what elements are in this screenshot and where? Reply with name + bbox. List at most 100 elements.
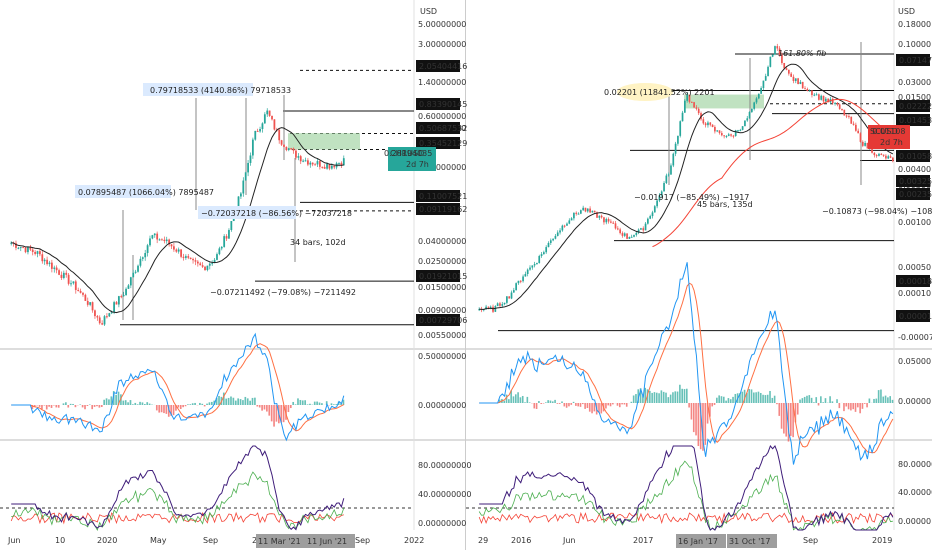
green-zone — [684, 94, 764, 109]
candle-body — [254, 130, 257, 140]
macd-histogram-bar — [660, 390, 663, 403]
macd-histogram-bar — [877, 390, 880, 403]
annotation-sc-loss-1: −0.01917 (−85.49%) −1917 — [634, 193, 749, 202]
green-zone — [288, 133, 360, 150]
candle-body — [651, 212, 654, 217]
macd-histogram-bar — [683, 389, 686, 403]
macd-histogram-bar — [572, 401, 575, 403]
candle-body — [225, 236, 228, 239]
candle-body — [720, 133, 723, 136]
macd-histogram-bar — [704, 403, 707, 445]
y-axis-tick-label: 5.00000000 — [418, 20, 466, 29]
candle-body — [70, 283, 72, 285]
candle-body — [737, 130, 739, 132]
candle-body — [804, 88, 806, 90]
candle-body — [517, 280, 520, 284]
candle-body — [649, 216, 652, 219]
macd-histogram-bar — [884, 395, 887, 403]
macd-histogram-bar — [586, 403, 589, 408]
macd-histogram-bar — [79, 404, 82, 405]
candle-body — [709, 122, 712, 125]
level-label-bg — [416, 270, 460, 282]
macd-histogram-bar — [273, 405, 275, 427]
macd-histogram-bar — [783, 403, 785, 434]
x-axis-tick-label: 2019 — [872, 536, 892, 545]
macd-histogram-bar — [330, 403, 333, 405]
macd-histogram-bar — [716, 397, 718, 403]
macd-histogram-bar — [155, 405, 158, 411]
candle-body — [187, 256, 190, 258]
candle-body — [695, 107, 698, 109]
macd-histogram-bar — [179, 405, 182, 410]
macd-histogram-bar — [514, 394, 517, 403]
macd-histogram-bar — [268, 405, 271, 416]
candle-body — [89, 302, 92, 305]
candle-body — [831, 98, 834, 104]
candle-body — [223, 236, 226, 247]
macd-histogram-bar — [713, 403, 716, 405]
candle-body — [58, 270, 60, 275]
macd-histogram-bar — [165, 405, 168, 414]
macd-histogram-bar — [301, 400, 304, 405]
candle-body — [82, 292, 84, 295]
candle-body — [84, 294, 87, 301]
rsi-axis-tick-label: 80.00000000 — [418, 461, 471, 470]
macd-histogram-bar — [98, 405, 101, 408]
macd-histogram-bar — [776, 403, 778, 405]
candle-body — [559, 230, 561, 233]
annotation-loss-1: −0.72037218 (−86.56%) −72037218 — [201, 209, 352, 218]
macd-histogram-bar — [750, 389, 753, 403]
candle-body — [46, 259, 48, 265]
candle-body — [230, 221, 233, 231]
macd-histogram-bar — [211, 401, 213, 405]
macd-histogram-bar — [711, 403, 714, 407]
macd-histogram-bar — [813, 402, 815, 403]
candle-body — [566, 223, 568, 226]
candle-body — [48, 262, 51, 265]
macd-histogram-bar — [261, 405, 263, 411]
candle-body — [741, 126, 744, 130]
candle-body — [563, 225, 566, 227]
candle-body — [531, 265, 534, 268]
y-axis-tick-label: 0.10000 — [898, 40, 931, 49]
candle-body — [496, 303, 499, 307]
annotation-gain-2: 0.07895487 (1066.04%) 7895487 — [78, 188, 214, 197]
price-tag-value: 0.28194035 — [384, 149, 432, 158]
candle-body — [74, 281, 77, 290]
macd-histogram-bar — [84, 405, 86, 410]
macd-histogram-bar — [644, 387, 647, 403]
candle-body — [261, 123, 264, 130]
macd-histogram-bar — [591, 403, 593, 414]
macd-histogram-bar — [112, 391, 115, 405]
level-label-bg — [896, 275, 930, 287]
level-label: 0.00001 — [899, 312, 932, 321]
candle-body — [887, 156, 890, 159]
macd-histogram-bar — [232, 397, 235, 405]
candle-body — [526, 269, 529, 274]
chrusd-chart: 5.00000000 3.00000000 1.40000000 0.60000000… — [0, 20, 471, 548]
candle-body — [290, 148, 293, 150]
candle-body — [880, 153, 883, 155]
candle-body — [637, 229, 640, 233]
candle-body — [86, 300, 89, 305]
candle-body — [727, 134, 730, 136]
macd-histogram-bar — [521, 395, 524, 403]
candle-body — [640, 228, 642, 230]
candle-body — [774, 46, 776, 55]
macd-histogram-bar — [321, 403, 323, 405]
candle-body — [845, 115, 848, 117]
candle-body — [794, 78, 797, 81]
macd-histogram-bar — [266, 405, 268, 412]
candle-body — [797, 78, 799, 85]
x-axis-tick-label: Sep — [203, 536, 218, 545]
macd-histogram-bar — [542, 403, 545, 404]
candle-body — [670, 165, 672, 175]
macd-histogram-bar — [697, 403, 700, 447]
macd-histogram-bar — [734, 393, 737, 403]
macd-histogram-bar — [882, 396, 885, 403]
macd-histogram-bar — [139, 401, 141, 405]
candle-body — [342, 158, 345, 166]
macd-histogram-bar — [545, 402, 547, 403]
candle-body — [60, 274, 63, 278]
